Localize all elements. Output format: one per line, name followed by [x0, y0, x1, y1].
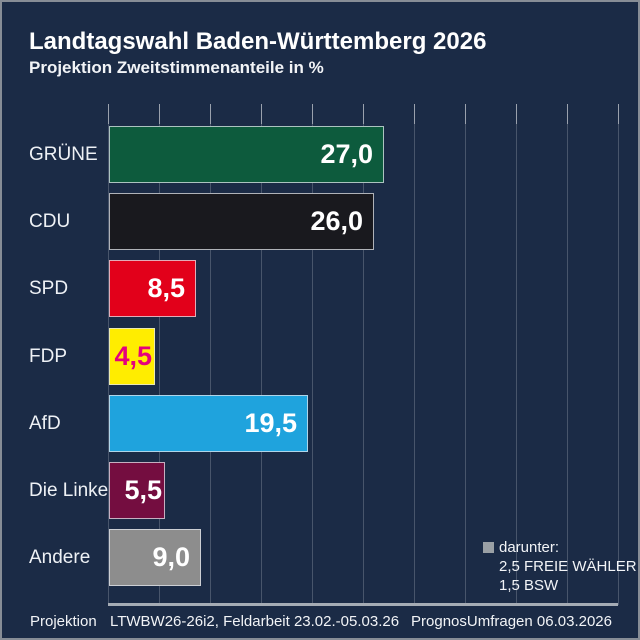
legend-title: darunter: — [499, 539, 560, 556]
bar-fdp: 4,5 — [109, 328, 155, 385]
bar-value-gr-ne: 27,0 — [320, 139, 373, 169]
bar-andere: 9,0 — [109, 529, 201, 586]
gridline — [159, 104, 160, 605]
gridline — [618, 104, 619, 605]
gridline — [363, 104, 364, 605]
page-title: Landtagswahl Baden-Württemberg 2026 — [29, 28, 487, 55]
category-label-spd: SPD — [29, 277, 69, 299]
footer-publisher-date: PrognosUmfragen 06.03.2026 — [411, 613, 612, 630]
bar-value-spd: 8,5 — [147, 273, 185, 303]
bar-value-die-linke: 5,5 — [124, 475, 162, 505]
bar-value-afd: 19,5 — [244, 408, 297, 438]
bar-spd: 8,5 — [109, 260, 196, 317]
bar-value-cdu: 26,0 — [310, 206, 363, 236]
category-label-die-linke: Die Linke — [29, 479, 109, 501]
axis-tick — [210, 104, 211, 124]
footer-source-type: Projektion — [30, 613, 97, 630]
axis-tick — [414, 104, 415, 124]
axis-tick — [567, 104, 568, 124]
legend-item: 1,5 BSW — [499, 577, 559, 594]
bar-gr-ne: 27,0 — [109, 126, 384, 183]
legend: darunter: 2,5 FREIE WÄHLER 1,5 BSW — [483, 538, 637, 595]
bar-value-andere: 9,0 — [152, 542, 190, 572]
category-label-cdu: CDU — [29, 210, 71, 232]
x-axis-line — [108, 603, 618, 606]
gridline — [210, 104, 211, 605]
category-label-afd: AfD — [29, 412, 61, 434]
bar-die-linke: 5,5 — [109, 462, 165, 519]
footer-survey-info: LTWBW26-26i2, Feldarbeit 23.02.-05.03.26 — [110, 613, 400, 630]
gridline — [516, 104, 517, 605]
category-label-andere: Andere — [29, 546, 91, 568]
bar-afd: 19,5 — [109, 395, 308, 452]
axis-tick — [516, 104, 517, 124]
axis-tick — [618, 104, 619, 124]
axis-tick — [159, 104, 160, 124]
axis-tick — [312, 104, 313, 124]
legend-title-row: darunter: — [483, 538, 637, 557]
axis-tick — [261, 104, 262, 124]
axis-tick — [108, 104, 109, 124]
gridline — [414, 104, 415, 605]
page-subtitle: Projektion Zweitstimmenanteile in % — [29, 58, 324, 77]
legend-swatch-icon — [483, 542, 494, 553]
gridline — [567, 104, 568, 605]
bar-cdu: 26,0 — [109, 193, 374, 250]
category-label-fdp: FDP — [29, 345, 67, 367]
gridline — [261, 104, 262, 605]
legend-item: 2,5 FREIE WÄHLER — [499, 558, 637, 575]
gridline — [465, 104, 466, 605]
axis-tick — [465, 104, 466, 124]
axis-tick — [363, 104, 364, 124]
gridline — [108, 104, 109, 605]
category-label-gr-ne: GRÜNE — [29, 143, 98, 165]
bar-value-fdp: 4,5 — [114, 341, 152, 371]
gridline — [312, 104, 313, 605]
